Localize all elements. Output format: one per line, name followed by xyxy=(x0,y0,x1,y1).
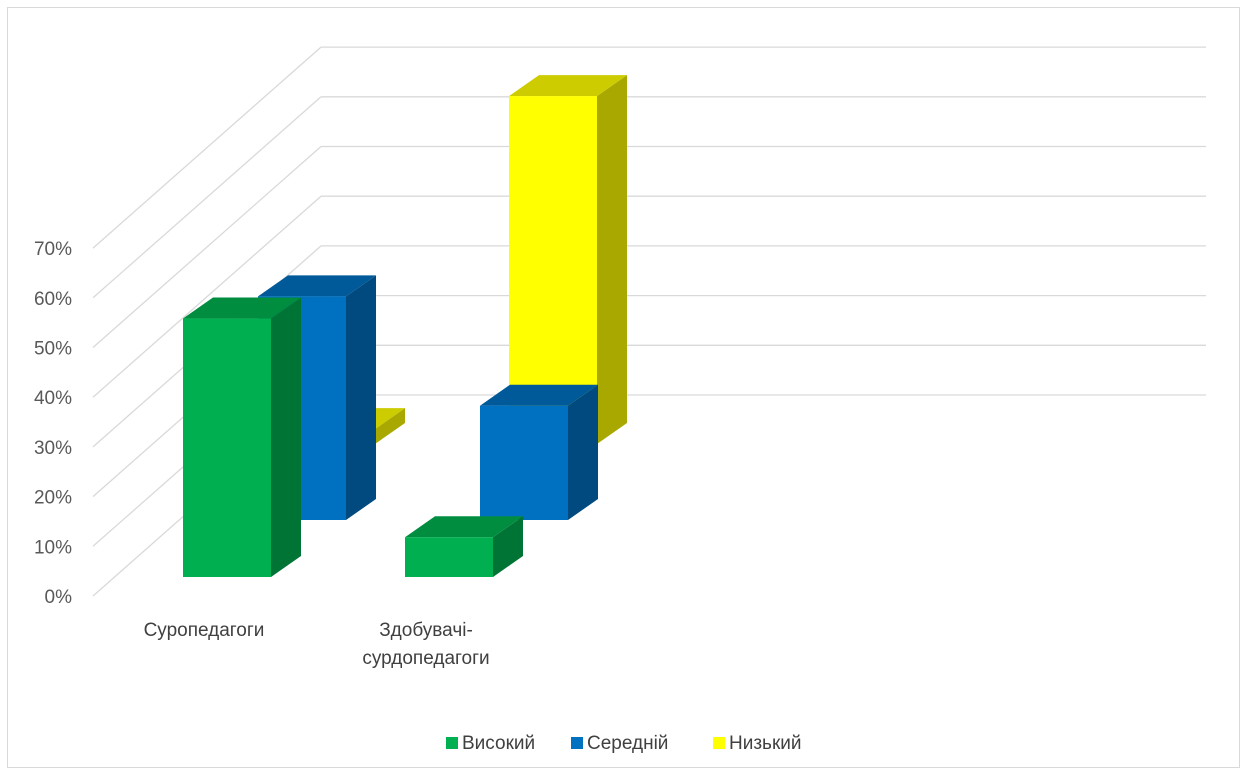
side-wall-gridline xyxy=(92,195,322,398)
y-axis: 0% 10% 20% 30% 40% 50% 60% 70% xyxy=(34,239,72,608)
bar-front-face xyxy=(405,537,493,577)
x-axis: Суропедагоги Здобувачі-сурдопедагоги xyxy=(144,620,490,669)
bar-Середній-1 xyxy=(480,384,598,520)
bar-side-face xyxy=(597,75,627,444)
bar-top-face xyxy=(480,384,598,406)
y-tick-label: 50% xyxy=(34,339,72,360)
bar-top-face xyxy=(258,275,376,297)
bar-front-face xyxy=(480,405,568,520)
bar-side-face xyxy=(493,516,523,577)
bar-top-face xyxy=(183,297,301,319)
legend: Високий Середній Низький xyxy=(446,733,801,754)
category-label: Суропедагоги xyxy=(144,620,265,641)
legend-swatch xyxy=(446,737,458,749)
legend-label: Низький xyxy=(729,733,801,754)
bar-side-face xyxy=(568,384,598,520)
legend-swatch xyxy=(713,737,725,749)
bar-side-face xyxy=(346,275,376,520)
side-wall-gridline xyxy=(92,96,322,299)
chart-bars xyxy=(183,75,627,577)
category-label: сурдопедагоги xyxy=(362,648,489,669)
bar-top-face xyxy=(405,516,523,538)
bar-side-face xyxy=(271,297,301,577)
y-tick-label: 70% xyxy=(34,239,72,260)
y-tick-label: 10% xyxy=(34,537,72,558)
y-tick-label: 60% xyxy=(34,289,72,310)
category-label: Здобувачі- xyxy=(379,620,473,641)
y-tick-label: 40% xyxy=(34,388,72,409)
legend-swatch xyxy=(571,737,583,749)
side-wall-gridline xyxy=(92,146,322,348)
side-wall-gridline xyxy=(92,46,322,249)
bar-front-face xyxy=(183,318,271,577)
y-tick-label: 30% xyxy=(34,438,72,459)
bar-Високий-1 xyxy=(405,516,523,577)
bar-Високий-0 xyxy=(183,297,301,577)
bar-top-face xyxy=(509,75,627,97)
y-tick-label: 20% xyxy=(34,488,72,509)
legend-label: Високий xyxy=(462,733,535,754)
y-tick-label: 0% xyxy=(45,587,73,608)
bar-side-face xyxy=(375,408,405,444)
legend-label: Середній xyxy=(587,733,668,754)
